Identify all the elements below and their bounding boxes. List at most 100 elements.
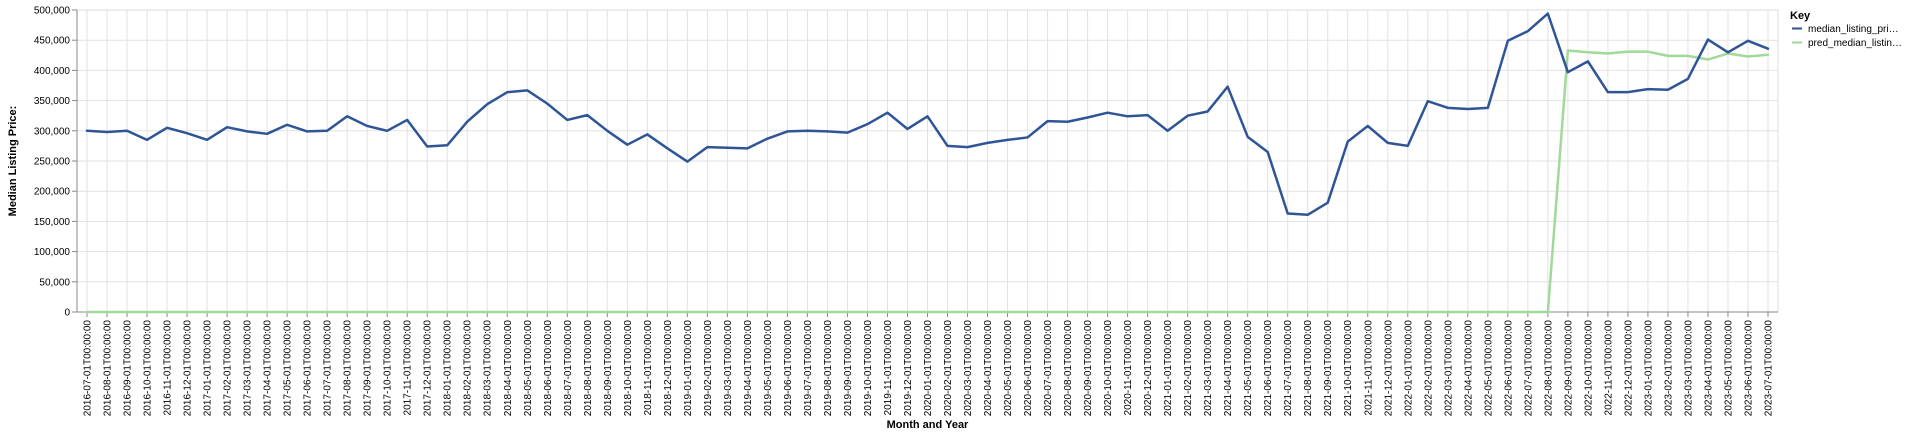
x-tick-label: 2017-10-01T00:00:00 bbox=[383, 320, 394, 417]
x-tick-label: 2019-02-01T00:00:00 bbox=[703, 320, 714, 417]
x-tick-label: 2022-12-01T00:00:00 bbox=[1623, 320, 1634, 417]
x-tick-label: 2022-10-01T00:00:00 bbox=[1583, 320, 1594, 417]
x-tick-label: 2022-11-01T00:00:00 bbox=[1603, 320, 1614, 416]
y-tick-label: 450,000 bbox=[34, 36, 71, 47]
x-tick-label: 2019-07-01T00:00:00 bbox=[803, 320, 814, 417]
x-tick-label: 2021-07-01T00:00:00 bbox=[1283, 320, 1294, 417]
x-tick-label: 2019-09-01T00:00:00 bbox=[843, 320, 854, 417]
x-tick-label: 2016-10-01T00:00:00 bbox=[143, 320, 154, 417]
x-tick-label: 2017-08-01T00:00:00 bbox=[343, 320, 354, 417]
x-tick-label: 2018-04-01T00:00:00 bbox=[503, 320, 514, 417]
x-tick-label: 2023-07-01T00:00:00 bbox=[1763, 320, 1774, 417]
x-tick-label: 2021-10-01T00:00:00 bbox=[1343, 320, 1354, 417]
x-tick-label: 2020-07-01T00:00:00 bbox=[1043, 320, 1054, 417]
y-tick-label: 250,000 bbox=[34, 157, 71, 168]
x-tick-label: 2023-01-01T00:00:00 bbox=[1643, 320, 1654, 417]
x-tick-label: 2017-02-01T00:00:00 bbox=[223, 320, 234, 417]
x-tick-label: 2017-12-01T00:00:00 bbox=[423, 320, 434, 417]
x-tick-label: 2016-09-01T00:00:00 bbox=[123, 320, 134, 417]
x-tick-label: 2018-07-01T00:00:00 bbox=[563, 320, 574, 417]
x-tick-label: 2021-06-01T00:00:00 bbox=[1263, 320, 1274, 417]
legend-label: pred_median_listin… bbox=[1808, 38, 1902, 49]
x-tick-label: 2020-02-01T00:00:00 bbox=[943, 320, 954, 417]
x-tick-label: 2022-06-01T00:00:00 bbox=[1503, 320, 1514, 417]
x-tick-label: 2018-09-01T00:00:00 bbox=[603, 320, 614, 417]
y-axis-title: Median Listing Price: bbox=[7, 106, 19, 217]
x-tick-label: 2019-11-01T00:00:00 bbox=[883, 320, 894, 416]
x-tick-label: 2017-05-01T00:00:00 bbox=[283, 320, 294, 417]
y-tick-label: 300,000 bbox=[34, 126, 71, 137]
x-tick-label: 2017-01-01T00:00:00 bbox=[203, 320, 214, 417]
grid-lines bbox=[76, 9, 1779, 313]
x-tick-label: 2017-06-01T00:00:00 bbox=[303, 320, 314, 417]
x-tick-label: 2018-01-01T00:00:00 bbox=[443, 320, 454, 417]
x-tick-label: 2018-11-01T00:00:00 bbox=[643, 320, 654, 416]
x-tick-label: 2023-05-01T00:00:00 bbox=[1723, 320, 1734, 417]
y-tick-label: 400,000 bbox=[34, 66, 71, 77]
x-tick-label: 2019-05-01T00:00:00 bbox=[763, 320, 774, 417]
x-tick-label: 2020-08-01T00:00:00 bbox=[1063, 320, 1074, 417]
x-tick-label: 2021-03-01T00:00:00 bbox=[1203, 320, 1214, 417]
x-axis-title: Month and Year bbox=[887, 419, 969, 431]
x-tick-label: 2022-07-01T00:00:00 bbox=[1523, 320, 1534, 417]
x-tick-label: 2020-01-01T00:00:00 bbox=[923, 320, 934, 417]
y-tick-label: 200,000 bbox=[34, 187, 71, 198]
x-tick-label: 2019-03-01T00:00:00 bbox=[723, 320, 734, 417]
x-tick-label: 2020-10-01T00:00:00 bbox=[1103, 320, 1114, 417]
x-tick-label: 2018-02-01T00:00:00 bbox=[463, 320, 474, 417]
x-tick-label: 2021-08-01T00:00:00 bbox=[1303, 320, 1314, 417]
x-tick-label: 2021-12-01T00:00:00 bbox=[1383, 320, 1394, 417]
x-tick-label: 2022-02-01T00:00:00 bbox=[1423, 320, 1434, 417]
x-tick-label: 2022-05-01T00:00:00 bbox=[1483, 320, 1494, 417]
x-tick-label: 2023-03-01T00:00:00 bbox=[1683, 320, 1694, 417]
x-tick-label: 2020-05-01T00:00:00 bbox=[1003, 320, 1014, 417]
x-tick-label: 2017-07-01T00:00:00 bbox=[323, 320, 334, 417]
x-tick-label: 2017-04-01T00:00:00 bbox=[263, 320, 274, 417]
x-tick-label: 2020-04-01T00:00:00 bbox=[983, 320, 994, 417]
x-tick-label: 2021-04-01T00:00:00 bbox=[1223, 320, 1234, 417]
x-tick-label: 2023-02-01T00:00:00 bbox=[1663, 320, 1674, 417]
y-tick-label: 150,000 bbox=[34, 217, 71, 228]
x-tick-label: 2022-04-01T00:00:00 bbox=[1463, 320, 1474, 417]
y-tick-label: 500,000 bbox=[34, 6, 71, 17]
x-tick-label: 2018-10-01T00:00:00 bbox=[623, 320, 634, 417]
series-layer bbox=[85, 12, 1770, 314]
x-tick-label: 2023-04-01T00:00:00 bbox=[1703, 320, 1714, 417]
series-line-1 bbox=[85, 12, 1770, 217]
legend-label: median_listing_pri… bbox=[1808, 24, 1899, 35]
x-tick-label: 2019-01-01T00:00:00 bbox=[683, 320, 694, 417]
x-tick-label: 2018-06-01T00:00:00 bbox=[543, 320, 554, 417]
y-tick-label: 0 bbox=[64, 308, 70, 319]
x-tick-label: 2017-09-01T00:00:00 bbox=[363, 320, 374, 417]
x-tick-label: 2018-08-01T00:00:00 bbox=[583, 320, 594, 417]
x-tick-label: 2021-09-01T00:00:00 bbox=[1323, 320, 1334, 417]
x-tick-label: 2021-01-01T00:00:00 bbox=[1163, 320, 1174, 417]
legend-title: Key bbox=[1790, 10, 1811, 22]
series-line-2 bbox=[85, 49, 1770, 314]
x-axis: 2016-07-01T00:00:00 2016-08-01T00:00:00 20… bbox=[77, 311, 1778, 417]
y-tick-label: 50,000 bbox=[39, 277, 70, 288]
x-tick-label: 2016-07-01T00:00:00 bbox=[83, 320, 94, 417]
y-tick-label: 100,000 bbox=[34, 247, 71, 258]
x-tick-label: 2016-11-01T00:00:00 bbox=[163, 320, 174, 416]
x-tick-label: 2019-12-01T00:00:00 bbox=[903, 320, 914, 417]
x-tick-label: 2021-11-01T00:00:00 bbox=[1363, 320, 1374, 416]
legend: Key median_listing_pri… pred_median_listi… bbox=[1790, 10, 1902, 49]
x-tick-label: 2016-08-01T00:00:00 bbox=[103, 320, 114, 417]
x-tick-label: 2020-09-01T00:00:00 bbox=[1083, 320, 1094, 417]
x-tick-label: 2019-10-01T00:00:00 bbox=[863, 320, 874, 417]
x-tick-label: 2016-12-01T00:00:00 bbox=[183, 320, 194, 417]
x-tick-label: 2022-03-01T00:00:00 bbox=[1443, 320, 1454, 417]
x-tick-label: 2018-12-01T00:00:00 bbox=[663, 320, 674, 417]
x-tick-label: 2018-05-01T00:00:00 bbox=[523, 320, 534, 417]
y-axis: 0 50,000 100,000 150,000 200,000 250,000 300,0… bbox=[34, 6, 78, 319]
x-tick-label: 2020-06-01T00:00:00 bbox=[1023, 320, 1034, 417]
x-tick-label: 2019-04-01T00:00:00 bbox=[743, 320, 754, 417]
x-tick-label: 2018-03-01T00:00:00 bbox=[483, 320, 494, 417]
y-tick-label: 350,000 bbox=[34, 96, 71, 107]
x-tick-label: 2019-08-01T00:00:00 bbox=[823, 320, 834, 417]
x-tick-label: 2021-02-01T00:00:00 bbox=[1183, 320, 1194, 417]
x-tick-label: 2017-11-01T00:00:00 bbox=[403, 320, 414, 416]
x-tick-label: 2022-01-01T00:00:00 bbox=[1403, 320, 1414, 417]
